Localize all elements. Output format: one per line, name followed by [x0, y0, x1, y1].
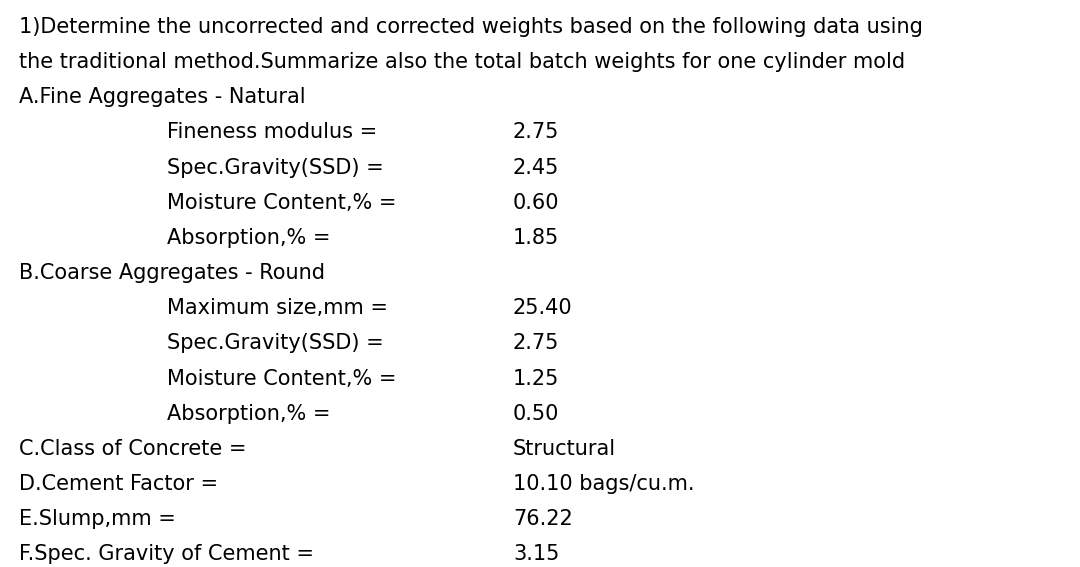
Text: 1.25: 1.25 — [513, 369, 559, 388]
Text: E.Slump,mm =: E.Slump,mm = — [19, 509, 176, 529]
Text: 0.50: 0.50 — [513, 404, 559, 424]
Text: Maximum size,mm =: Maximum size,mm = — [167, 298, 389, 318]
Text: Absorption,% =: Absorption,% = — [167, 228, 330, 248]
Text: C.Class of Concrete =: C.Class of Concrete = — [19, 439, 247, 459]
Text: Structural: Structural — [513, 439, 616, 459]
Text: Moisture Content,% =: Moisture Content,% = — [167, 193, 397, 213]
Text: Absorption,% =: Absorption,% = — [167, 404, 330, 424]
Text: B.Coarse Aggregates - Round: B.Coarse Aggregates - Round — [19, 263, 325, 283]
Text: Moisture Content,% =: Moisture Content,% = — [167, 369, 397, 388]
Text: 0.60: 0.60 — [513, 193, 559, 213]
Text: Spec.Gravity(SSD) =: Spec.Gravity(SSD) = — [167, 158, 384, 177]
Text: the traditional method.Summarize also the total batch weights for one cylinder m: the traditional method.Summarize also th… — [19, 52, 905, 72]
Text: D.Cement Factor =: D.Cement Factor = — [19, 474, 218, 494]
Text: 25.40: 25.40 — [513, 298, 572, 318]
Text: 2.45: 2.45 — [513, 158, 559, 177]
Text: 76.22: 76.22 — [513, 509, 572, 529]
Text: 10.10 bags/cu.m.: 10.10 bags/cu.m. — [513, 474, 694, 494]
Text: F.Spec. Gravity of Cement =: F.Spec. Gravity of Cement = — [19, 544, 314, 564]
Text: A.Fine Aggregates - Natural: A.Fine Aggregates - Natural — [19, 87, 306, 107]
Text: 2.75: 2.75 — [513, 333, 559, 353]
Text: 1.85: 1.85 — [513, 228, 559, 248]
Text: 3.15: 3.15 — [513, 544, 559, 564]
Text: Fineness modulus =: Fineness modulus = — [167, 122, 378, 142]
Text: Spec.Gravity(SSD) =: Spec.Gravity(SSD) = — [167, 333, 384, 353]
Text: 2.75: 2.75 — [513, 122, 559, 142]
Text: 1)Determine the uncorrected and corrected weights based on the following data us: 1)Determine the uncorrected and correcte… — [19, 17, 923, 37]
